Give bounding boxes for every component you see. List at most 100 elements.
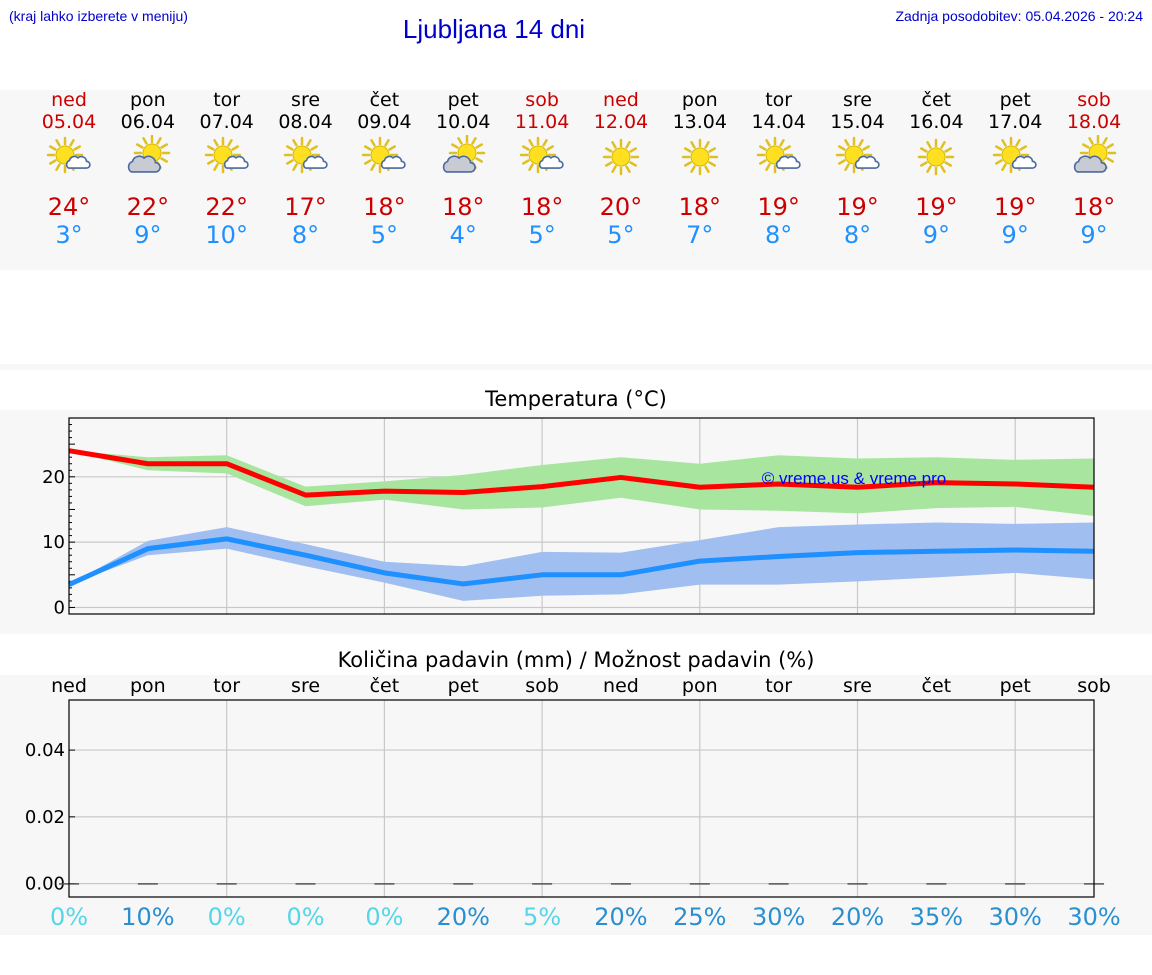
day-forecast: čet 16.04 19° 9° (897, 89, 976, 249)
precip-bar (1005, 883, 1026, 885)
precip-probability: 20% (436, 903, 490, 931)
precip-bar (374, 883, 395, 885)
temp-min: 5° (607, 221, 635, 249)
temp-min: 4° (449, 221, 477, 249)
precip-probability: 25% (673, 903, 727, 931)
precip-bar (926, 883, 947, 885)
sun-icon (660, 135, 739, 183)
day-date: 14.04 (751, 111, 806, 133)
day-name: ned (603, 89, 639, 111)
temp-min: 5° (528, 221, 556, 249)
precip-day-labels: ned pon tor sre čet pet sob ned pon tor sre čet pet s… (0, 675, 1152, 699)
day-name: pet (447, 89, 479, 111)
day-forecast: ned 05.04 24° 3° (30, 89, 109, 249)
precip-bar (847, 883, 868, 885)
temp-max: 18° (441, 193, 485, 221)
day-name: sre (843, 89, 872, 111)
precip-day-label: sob (525, 675, 559, 697)
sun-cloud-icon (266, 135, 345, 183)
sun-cloud-icon (345, 135, 424, 183)
day-date: 11.04 (514, 111, 570, 133)
temp-max: 18° (520, 193, 564, 221)
precip-day-label: čet (921, 675, 952, 697)
temp-max: 18° (678, 193, 722, 221)
day-forecast: sre 08.04 17° 8° (266, 89, 345, 249)
temp-min: 5° (370, 221, 399, 249)
precip-probability: 30% (1067, 903, 1121, 931)
day-forecast: sre 15.04 19° 8° (818, 89, 897, 249)
day-date: 06.04 (120, 111, 176, 133)
sun-cloud-icon (818, 135, 897, 183)
temp-max: 22° (126, 193, 170, 221)
precip-day-label: pet (447, 675, 479, 697)
day-name: sre (291, 89, 321, 111)
day-name: pon (681, 89, 718, 111)
temp-max: 19° (836, 193, 879, 221)
precip-day-label: sre (291, 675, 321, 697)
temp-max: 22° (205, 193, 248, 221)
precip-bar (453, 883, 474, 885)
temperature-chart: 0 10 20 © vreme.us & vreme.pro (42, 417, 1095, 618)
precip-probability: 30% (751, 903, 806, 931)
day-name: pon (129, 89, 166, 111)
temp-max: 24° (47, 193, 91, 221)
day-date: 07.04 (199, 111, 254, 133)
temp-max: 17° (284, 193, 327, 221)
temp-max: 19° (915, 193, 958, 221)
precip-day-label: pon (681, 675, 718, 697)
day-forecast: pon 06.04 22° 9° (108, 89, 187, 249)
temp-min: 7° (686, 221, 714, 249)
day-forecast: pet 17.04 19° 9° (976, 89, 1055, 249)
precip-probability: 0% (49, 903, 89, 931)
temp-max: 19° (993, 193, 1037, 221)
day-forecast: tor 14.04 19° 8° (739, 89, 818, 249)
day-forecast: pet 10.04 18° 4° (424, 89, 503, 249)
precip-probability-row: 0% 10% 0% 0% 0% 20% 5% 20% 25% 30% 20% 35% 30% 30% (0, 903, 1152, 935)
precip-probability: 0% (207, 903, 246, 931)
precip-probability: 0% (286, 903, 325, 931)
precip-probability: 0% (365, 903, 404, 931)
day-forecast: sob 11.04 18° 5° (503, 89, 582, 249)
day-forecast: sob 18.04 18° 9° (1055, 89, 1134, 249)
temp-min: 8° (291, 221, 320, 249)
precip-day-label: ned (51, 675, 87, 697)
day-date: 10.04 (436, 111, 491, 133)
precip-day-label: tor (765, 675, 793, 697)
day-date: 05.04 (41, 111, 97, 133)
precip-day-label: pon (129, 675, 166, 697)
location-menu-hint[interactable]: (kraj lahko izberete v meniju) (9, 8, 188, 24)
precip-bar (689, 883, 710, 885)
day-forecast: ned 12.04 20° 5° (581, 89, 660, 249)
sun-cloud-icon (739, 135, 818, 183)
precip-bar (768, 883, 789, 885)
precip-probability: 5% (523, 903, 562, 931)
day-name: tor (213, 89, 241, 111)
day-name: sob (525, 89, 559, 111)
precip-bar (532, 883, 553, 885)
cloud-sun-icon (424, 134, 503, 183)
day-name: tor (765, 89, 793, 111)
day-name: pet (999, 89, 1031, 111)
precip-probability: 10% (121, 903, 175, 931)
temp-max: 20° (599, 193, 643, 221)
temp-min: 9° (1080, 221, 1108, 249)
precip-day-label: ned (603, 675, 639, 697)
day-name: čet (921, 89, 952, 111)
temp-max: 19° (757, 193, 800, 221)
precip-probability: 35% (909, 903, 964, 931)
day-name: čet (369, 89, 400, 111)
day-name: sob (1077, 89, 1111, 111)
temp-min: 8° (843, 221, 872, 249)
y-tick-label: 10 (42, 532, 65, 553)
temp-min: 9° (1001, 221, 1029, 249)
cloud-sun-icon (108, 134, 187, 183)
precip-day-label: sob (1077, 675, 1111, 697)
temp-min: 9° (922, 221, 950, 249)
sun-icon (581, 135, 660, 183)
separator-band (0, 364, 1152, 370)
precip-day-label: čet (369, 675, 400, 697)
precip-chart-title: Količina padavin (mm) / Možnost padavin … (337, 648, 815, 672)
sun-cloud-icon (976, 135, 1055, 183)
day-date: 18.04 (1066, 111, 1122, 133)
temp-min: 3° (55, 221, 83, 249)
